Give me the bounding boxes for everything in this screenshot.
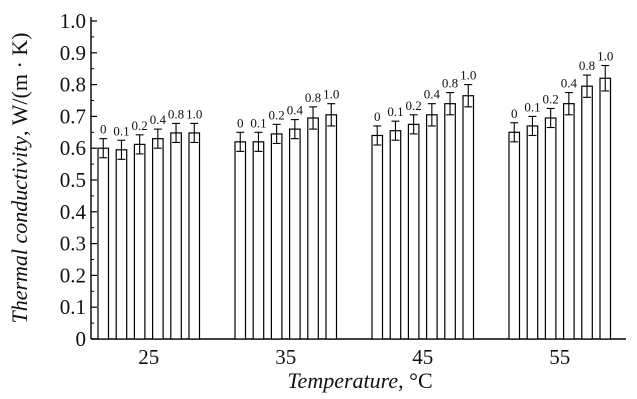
bar xyxy=(407,123,420,340)
bar xyxy=(544,117,557,340)
bar-data-label: 0.8 xyxy=(442,76,458,91)
y-tick-label: 0.7 xyxy=(60,104,86,128)
bar-data-label: 0.1 xyxy=(113,123,129,138)
bar-data-label: 1.0 xyxy=(597,49,613,64)
bar xyxy=(170,132,182,340)
bar xyxy=(462,95,475,340)
bar xyxy=(325,114,338,340)
bar xyxy=(389,130,402,340)
bar-data-label: 0.2 xyxy=(269,107,285,122)
bar xyxy=(562,103,575,340)
bar xyxy=(152,138,164,340)
bar xyxy=(270,133,283,340)
bar-data-label: 0.8 xyxy=(305,90,321,105)
bar-data-label: 0.4 xyxy=(424,87,441,102)
bar xyxy=(526,125,539,340)
bar-data-label: 1.0 xyxy=(186,106,202,121)
bar xyxy=(508,131,521,340)
bar-data-label: 0.2 xyxy=(406,98,422,113)
bar xyxy=(97,147,110,340)
bar xyxy=(307,117,319,340)
bar-data-label: 0 xyxy=(100,122,107,137)
bar-data-label: 0.1 xyxy=(250,115,266,130)
bar-data-label: 0.2 xyxy=(132,118,148,133)
bar xyxy=(581,85,593,340)
bar-data-label: 0.8 xyxy=(579,58,595,73)
x-tick-label: 55 xyxy=(549,345,570,369)
bar xyxy=(252,141,265,340)
bar xyxy=(426,114,438,340)
y-tick-label: 0.6 xyxy=(60,136,86,160)
bar-data-label: 0.1 xyxy=(387,104,403,119)
x-tick-label: 45 xyxy=(412,345,433,369)
y-tick-label: 0.5 xyxy=(60,168,86,192)
y-axis-title: Thermal conductivity, W/(m · K) xyxy=(7,32,32,323)
x-tick-label: 25 xyxy=(138,345,159,369)
y-tick-label: 0.4 xyxy=(60,200,87,224)
bar xyxy=(444,103,456,340)
bar-data-label: 0.4 xyxy=(287,103,304,118)
bar xyxy=(133,143,146,340)
bar-data-label: 0.4 xyxy=(150,112,167,127)
bar-data-label: 1.0 xyxy=(323,87,339,102)
y-tick-label: 0.8 xyxy=(60,73,86,97)
bar xyxy=(371,134,384,340)
bar xyxy=(115,149,128,340)
y-tick-label: 0.2 xyxy=(60,263,86,287)
x-axis-title: Temperature, °C xyxy=(287,368,432,393)
bar-data-label: 0.8 xyxy=(168,106,184,121)
bar-data-label: 0 xyxy=(374,109,381,124)
bar-data-label: 0 xyxy=(237,115,244,130)
bar xyxy=(234,141,247,340)
bar xyxy=(289,128,301,340)
bar xyxy=(599,77,612,340)
bar-data-label: 0.1 xyxy=(524,99,540,114)
y-tick-label: 0.1 xyxy=(60,295,86,319)
y-tick-label: 1.0 xyxy=(60,9,86,33)
y-tick-label: 0.3 xyxy=(60,232,86,256)
bar-data-label: 0 xyxy=(511,106,518,121)
y-tick-label: 0 xyxy=(76,327,87,351)
plot-area: 00.10.20.30.40.50.60.70.80.91.00 0.1 0.2 0.… xyxy=(60,9,626,369)
bar-data-label: 0.4 xyxy=(561,76,578,91)
bar-data-label: 1.0 xyxy=(460,68,476,83)
bar xyxy=(188,132,201,340)
x-tick-label: 35 xyxy=(275,345,296,369)
bar-data-label: 0.2 xyxy=(543,91,559,106)
y-tick-label: 0.9 xyxy=(60,41,86,65)
